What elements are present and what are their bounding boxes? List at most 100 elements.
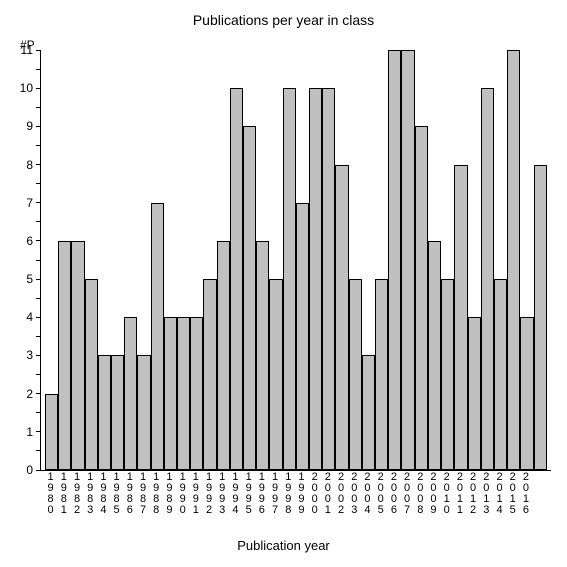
bar xyxy=(507,50,520,470)
bar xyxy=(177,317,190,470)
bar xyxy=(256,241,269,470)
x-tick-label: 1984 xyxy=(97,472,110,516)
x-tick-label: 2003 xyxy=(348,472,361,516)
x-tick-label: 1991 xyxy=(189,472,202,516)
x-tick-label: 1994 xyxy=(229,472,242,516)
bar xyxy=(283,88,296,470)
x-tick-label: 2002 xyxy=(334,472,347,516)
x-tick-label: 2013 xyxy=(480,472,493,516)
x-tick-label: 2008 xyxy=(414,472,427,516)
bar xyxy=(520,317,533,470)
bar xyxy=(124,317,137,470)
bars-group xyxy=(41,50,551,470)
bar xyxy=(230,88,243,470)
bar xyxy=(309,88,322,470)
bar xyxy=(203,279,216,470)
y-tick xyxy=(36,412,41,413)
x-tick-label: 1996 xyxy=(255,472,268,516)
x-tick-label: 1987 xyxy=(136,472,149,516)
x-tick-label: 1999 xyxy=(295,472,308,516)
bar xyxy=(71,241,84,470)
bar xyxy=(349,279,362,470)
y-tick-label: 0 xyxy=(26,463,41,477)
x-tick-label: 1988 xyxy=(150,472,163,516)
bar xyxy=(98,355,111,470)
bar xyxy=(164,317,177,470)
bar xyxy=(388,50,401,470)
x-tick-label: 1981 xyxy=(57,472,70,516)
bar xyxy=(137,355,150,470)
bar xyxy=(243,126,256,470)
bar xyxy=(85,279,98,470)
y-tick xyxy=(36,145,41,146)
bar xyxy=(335,165,348,470)
x-tick-label: 2012 xyxy=(467,472,480,516)
x-tick-label: 2014 xyxy=(493,472,506,516)
x-labels-group: 1980198119821983198419851986198719881989… xyxy=(40,472,550,516)
bar xyxy=(217,241,230,470)
x-tick-label: 2005 xyxy=(374,472,387,516)
bar xyxy=(190,317,203,470)
x-tick-label: 1980 xyxy=(44,472,57,516)
x-tick-label: 2004 xyxy=(361,472,374,516)
bar xyxy=(428,241,441,470)
x-tick-label: 1985 xyxy=(110,472,123,516)
x-tick-label: 1982 xyxy=(70,472,83,516)
bar xyxy=(45,394,58,470)
x-tick-label: 1997 xyxy=(268,472,281,516)
y-tick-label: 2 xyxy=(26,387,41,401)
x-tick-label: 2006 xyxy=(387,472,400,516)
y-tick xyxy=(36,183,41,184)
y-tick-label: 9 xyxy=(26,119,41,133)
bar xyxy=(362,355,375,470)
chart-title: Publications per year in class xyxy=(0,12,567,28)
y-tick-label: 3 xyxy=(26,348,41,362)
publications-chart: Publications per year in class #P 012345… xyxy=(0,0,567,567)
y-tick-label: 10 xyxy=(20,81,41,95)
y-tick xyxy=(36,221,41,222)
y-tick-label: 7 xyxy=(26,196,41,210)
y-tick xyxy=(36,298,41,299)
y-tick-label: 1 xyxy=(26,425,41,439)
bar xyxy=(375,279,388,470)
x-tick-label: 2011 xyxy=(453,472,466,516)
x-tick-label: 2015 xyxy=(506,472,519,516)
bar xyxy=(468,317,481,470)
bar xyxy=(534,165,547,470)
bar xyxy=(111,355,124,470)
bar xyxy=(441,279,454,470)
x-tick-label xyxy=(533,472,546,516)
y-tick-label: 6 xyxy=(26,234,41,248)
x-tick-label: 1995 xyxy=(242,472,255,516)
x-tick-label: 1992 xyxy=(202,472,215,516)
bar xyxy=(58,241,71,470)
x-tick-label: 2007 xyxy=(400,472,413,516)
x-axis-title: Publication year xyxy=(0,538,567,553)
x-tick-label: 1989 xyxy=(163,472,176,516)
x-tick-label: 1993 xyxy=(216,472,229,516)
y-tick-label: 4 xyxy=(26,310,41,324)
bar xyxy=(296,203,309,470)
bar xyxy=(151,203,164,470)
x-tick-label: 2009 xyxy=(427,472,440,516)
x-tick-label: 1990 xyxy=(176,472,189,516)
bar xyxy=(454,165,467,470)
x-tick-label: 1998 xyxy=(282,472,295,516)
y-tick xyxy=(36,69,41,70)
bar xyxy=(401,50,414,470)
x-tick-label: 2016 xyxy=(519,472,532,516)
y-tick xyxy=(36,107,41,108)
bar xyxy=(415,126,428,470)
y-tick-label: 11 xyxy=(21,43,41,57)
y-tick xyxy=(36,336,41,337)
bar xyxy=(269,279,282,470)
x-tick-label: 2000 xyxy=(308,472,321,516)
x-tick-label: 1986 xyxy=(123,472,136,516)
bar xyxy=(494,279,507,470)
bar xyxy=(481,88,494,470)
bar xyxy=(322,88,335,470)
y-tick xyxy=(36,260,41,261)
plot-area: 01234567891011 xyxy=(40,50,551,471)
x-tick-label: 2001 xyxy=(321,472,334,516)
y-tick xyxy=(36,450,41,451)
